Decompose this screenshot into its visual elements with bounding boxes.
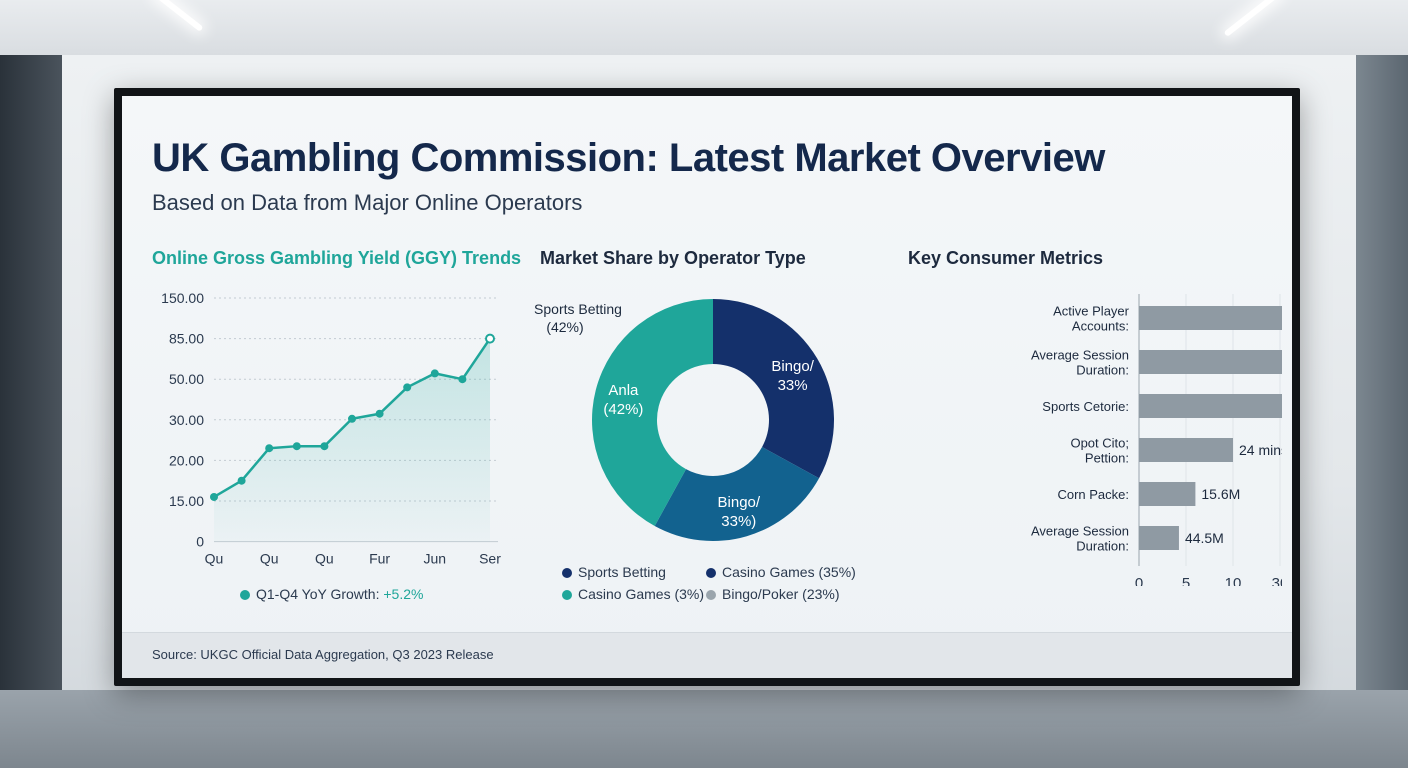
category-label: Active Player: [1053, 304, 1130, 319]
market-share-donut: Bingo/33% Bingo/33%) Anla (42%) Sports Betti…: [534, 299, 834, 541]
data-point: [292, 442, 301, 451]
growth-label: Q1-Q4 YoY Growth:: [256, 586, 380, 602]
slice-label: Bingo/: [718, 494, 761, 511]
category-label: Sports Cetorie:: [1042, 399, 1129, 414]
growth-legend: Q1-Q4 YoY Growth: +5.2%: [240, 586, 423, 602]
left-wall: [0, 55, 62, 768]
category-label: Opot Cito;: [1070, 436, 1129, 451]
donut-legend-item: Sports Betting: [562, 564, 666, 580]
category-label: Accounts:: [1072, 319, 1129, 334]
data-point: [320, 442, 329, 451]
bar-value-label: 15.6M: [1201, 486, 1240, 502]
x-tick-label: Fur: [369, 551, 390, 567]
legend-dot: [706, 590, 716, 600]
slice-label: (42%): [603, 401, 643, 418]
donut-chart-title: Market Share by Operator Type: [540, 248, 806, 268]
x-tick-label: Jun: [424, 551, 447, 567]
y-tick-label: 50.00: [169, 371, 204, 387]
data-point: [375, 409, 384, 418]
donut-slice: [654, 446, 820, 541]
source-note: Source: UKGC Official Data Aggregation, …: [152, 647, 494, 662]
bar-value-label: 24 mins: [1239, 442, 1282, 458]
y-tick-label: 30.00: [169, 412, 204, 428]
legend-dot: [562, 568, 572, 578]
category-label: Duration:: [1076, 363, 1129, 378]
category-label: Average Session: [1031, 524, 1129, 539]
line-area-fill: [214, 338, 490, 542]
metric-bar: [1139, 350, 1282, 374]
metric-bar: [1139, 438, 1233, 462]
slice-label: Anla: [608, 382, 639, 399]
data-point: [458, 375, 467, 384]
footer: Source: UKGC Official Data Aggregation, …: [122, 632, 1292, 678]
donut-slice: [592, 299, 713, 527]
y-tick-label: 0: [196, 534, 204, 550]
donut-legend-item: Bingo/Poker (23%): [706, 586, 840, 602]
data-point: [210, 492, 218, 501]
x-tick-label: 0: [1135, 575, 1143, 586]
x-tick-label: 30: [1272, 575, 1282, 586]
display-content: UK Gambling Commission: Latest Market Ov…: [122, 96, 1292, 678]
floor: [0, 690, 1408, 768]
legend-label: Casino Games (35%): [722, 564, 856, 580]
metric-bar: [1139, 306, 1282, 330]
display-screen-bezel: UK Gambling Commission: Latest Market Ov…: [114, 88, 1300, 686]
y-tick-label: 15.00: [169, 493, 204, 509]
ceiling: [0, 0, 1408, 55]
x-tick-label: Ser: [479, 551, 501, 567]
metric-bar: [1139, 526, 1179, 550]
category-label: Pettion:: [1085, 451, 1129, 466]
growth-value: +5.2%: [383, 586, 424, 602]
category-label: Duration:: [1076, 539, 1129, 554]
page-title: UK Gambling Commission: Latest Market Ov…: [152, 136, 1105, 180]
donut-legend-item: Casino Games (3%): [562, 586, 704, 602]
slice-label: 33%): [721, 513, 756, 530]
slice-label: 33%: [778, 377, 808, 394]
x-tick-label: Qu: [315, 551, 334, 567]
data-point: [348, 414, 356, 423]
x-tick-label: Qu: [260, 551, 279, 567]
category-label: Average Session: [1031, 348, 1129, 363]
legend-label: Sports Betting: [578, 564, 666, 580]
line-chart-title: Online Gross Gambling Yield (GGY) Trends: [152, 248, 522, 268]
callout-label: (42%): [546, 319, 583, 335]
x-tick-label: 5: [1182, 575, 1190, 586]
right-wall: [1356, 55, 1408, 768]
y-tick-label: 150.00: [161, 290, 204, 306]
metric-bar: [1139, 482, 1196, 506]
legend-label: Bingo/Poker (23%): [722, 586, 840, 602]
x-tick-label: 10: [1225, 575, 1242, 586]
slice-label: Bingo/: [771, 358, 814, 375]
category-label: Corn Packe:: [1057, 487, 1129, 502]
bar-chart-title: Key Consumer Metrics: [908, 248, 1104, 268]
donut-legend-item: Casino Games (35%): [706, 564, 856, 580]
callout-label: Sports Betting: [534, 301, 622, 317]
consumer-metrics-bar-chart: 051030405018.5MActive PlayerAccounts:24 …: [1031, 294, 1282, 586]
data-point: [485, 333, 495, 344]
bar-value-label: 44.5M: [1185, 530, 1224, 546]
donut-slice: [713, 299, 834, 479]
data-point: [237, 476, 246, 485]
data-point: [265, 444, 274, 453]
page-subtitle: Based on Data from Major Online Operator…: [152, 190, 583, 215]
legend-dot: [562, 590, 572, 600]
metric-bar: [1139, 394, 1282, 418]
y-tick-label: 85.00: [169, 331, 204, 347]
growth-legend-dot: [240, 590, 250, 600]
x-tick-label: Qu: [205, 551, 224, 567]
y-tick-label: 20.00: [169, 452, 204, 468]
data-point: [403, 383, 412, 392]
legend-label: Casino Games (3%): [578, 586, 705, 602]
legend-dot: [706, 568, 716, 578]
data-point: [430, 369, 439, 378]
